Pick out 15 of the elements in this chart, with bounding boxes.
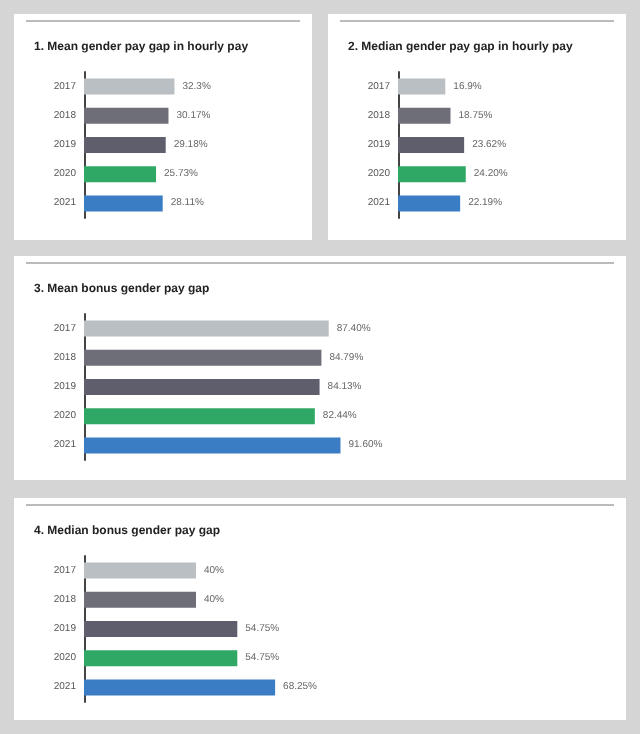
bar — [84, 320, 329, 337]
bar — [84, 137, 166, 153]
bar — [398, 195, 461, 212]
bar — [84, 437, 341, 454]
bar — [398, 107, 451, 124]
bar — [84, 349, 322, 366]
bar — [398, 137, 465, 153]
bar — [84, 78, 175, 95]
bar — [398, 78, 446, 95]
bar — [398, 166, 466, 183]
bar — [84, 107, 169, 124]
bar — [84, 166, 157, 183]
bar — [84, 408, 315, 425]
bar — [84, 195, 163, 212]
bar — [84, 379, 320, 395]
